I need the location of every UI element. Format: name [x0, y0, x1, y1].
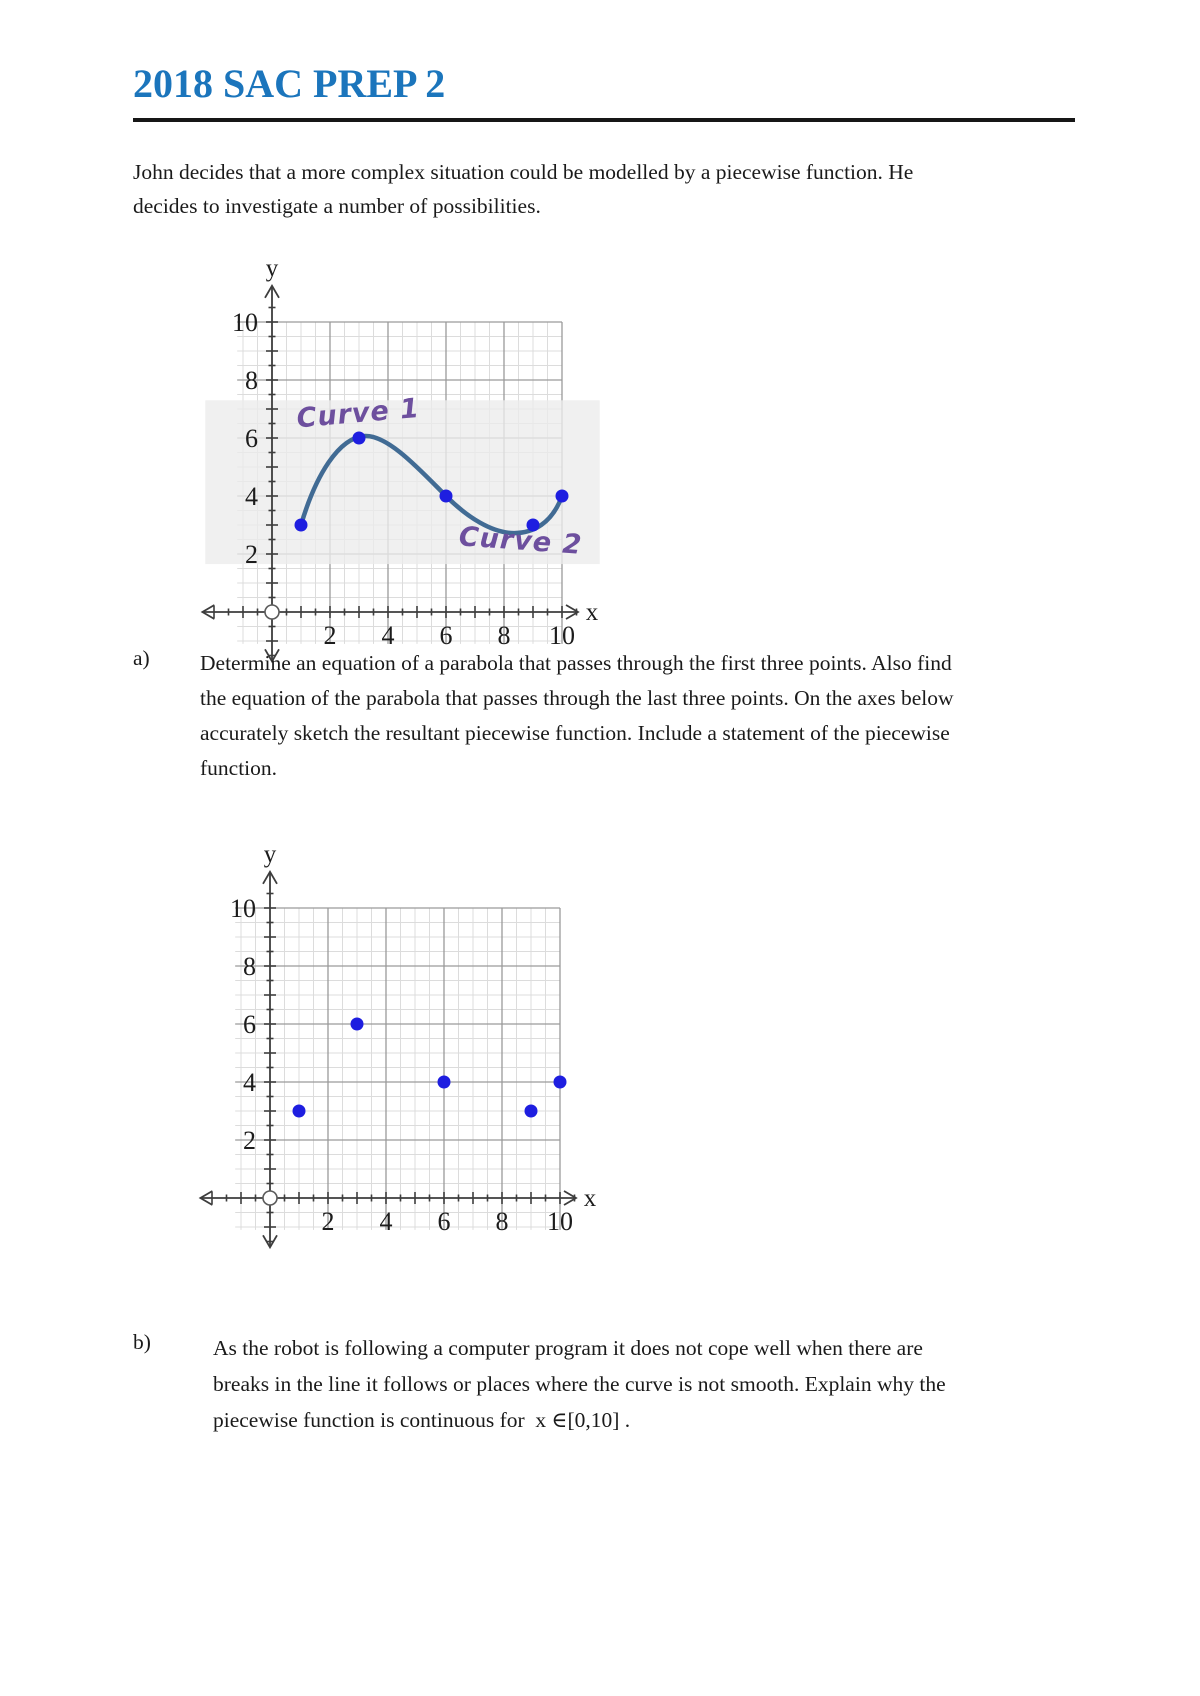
data-point — [350, 1017, 364, 1031]
svg-text:10: 10 — [232, 308, 258, 337]
svg-text:6: 6 — [440, 621, 453, 650]
question-b: b) As the robot is following a computer … — [133, 1330, 946, 1438]
svg-text:8: 8 — [243, 952, 256, 981]
svg-text:2: 2 — [245, 540, 258, 569]
svg-text:4: 4 — [245, 482, 258, 511]
svg-text:y: y — [266, 255, 279, 282]
svg-text:10: 10 — [549, 621, 575, 650]
svg-text:8: 8 — [245, 366, 258, 395]
svg-text:2: 2 — [322, 1207, 335, 1236]
svg-text:4: 4 — [243, 1068, 256, 1097]
svg-text:x: x — [584, 1185, 597, 1212]
svg-text:x: x — [586, 599, 599, 626]
data-point — [294, 518, 308, 532]
question-a-label: a) — [133, 646, 150, 670]
svg-text:8: 8 — [498, 621, 511, 650]
svg-text:4: 4 — [382, 621, 395, 650]
question-a-text: Determine an equation of a parabola that… — [200, 651, 954, 780]
question-a: a) Determine an equation of a parabola t… — [133, 646, 954, 786]
page-title: 2018 SAC PREP 2 — [133, 62, 1075, 122]
svg-text:10: 10 — [547, 1207, 573, 1236]
blank-points-graph: 2 4 6 8 10 2 4 6 8 10 x y — [198, 841, 597, 1250]
svg-text:2: 2 — [243, 1126, 256, 1155]
data-point — [524, 1104, 538, 1118]
svg-text:6: 6 — [245, 424, 258, 453]
data-point — [292, 1104, 306, 1118]
data-point — [555, 489, 569, 503]
svg-text:6: 6 — [243, 1010, 256, 1039]
svg-text:y: y — [264, 841, 277, 868]
svg-text:4: 4 — [380, 1207, 393, 1236]
svg-text:2: 2 — [324, 621, 337, 650]
data-point — [439, 489, 453, 503]
data-point — [437, 1075, 451, 1089]
svg-text:10: 10 — [230, 894, 256, 923]
data-point — [352, 431, 366, 445]
svg-text:6: 6 — [438, 1207, 451, 1236]
question-b-label: b) — [133, 1330, 151, 1354]
data-point — [526, 518, 540, 532]
svg-text:8: 8 — [496, 1207, 509, 1236]
question-b-text: As the robot is following a computer pro… — [213, 1336, 946, 1432]
data-point — [553, 1075, 567, 1089]
intro-paragraph: John decides that a more complex situati… — [133, 160, 914, 218]
